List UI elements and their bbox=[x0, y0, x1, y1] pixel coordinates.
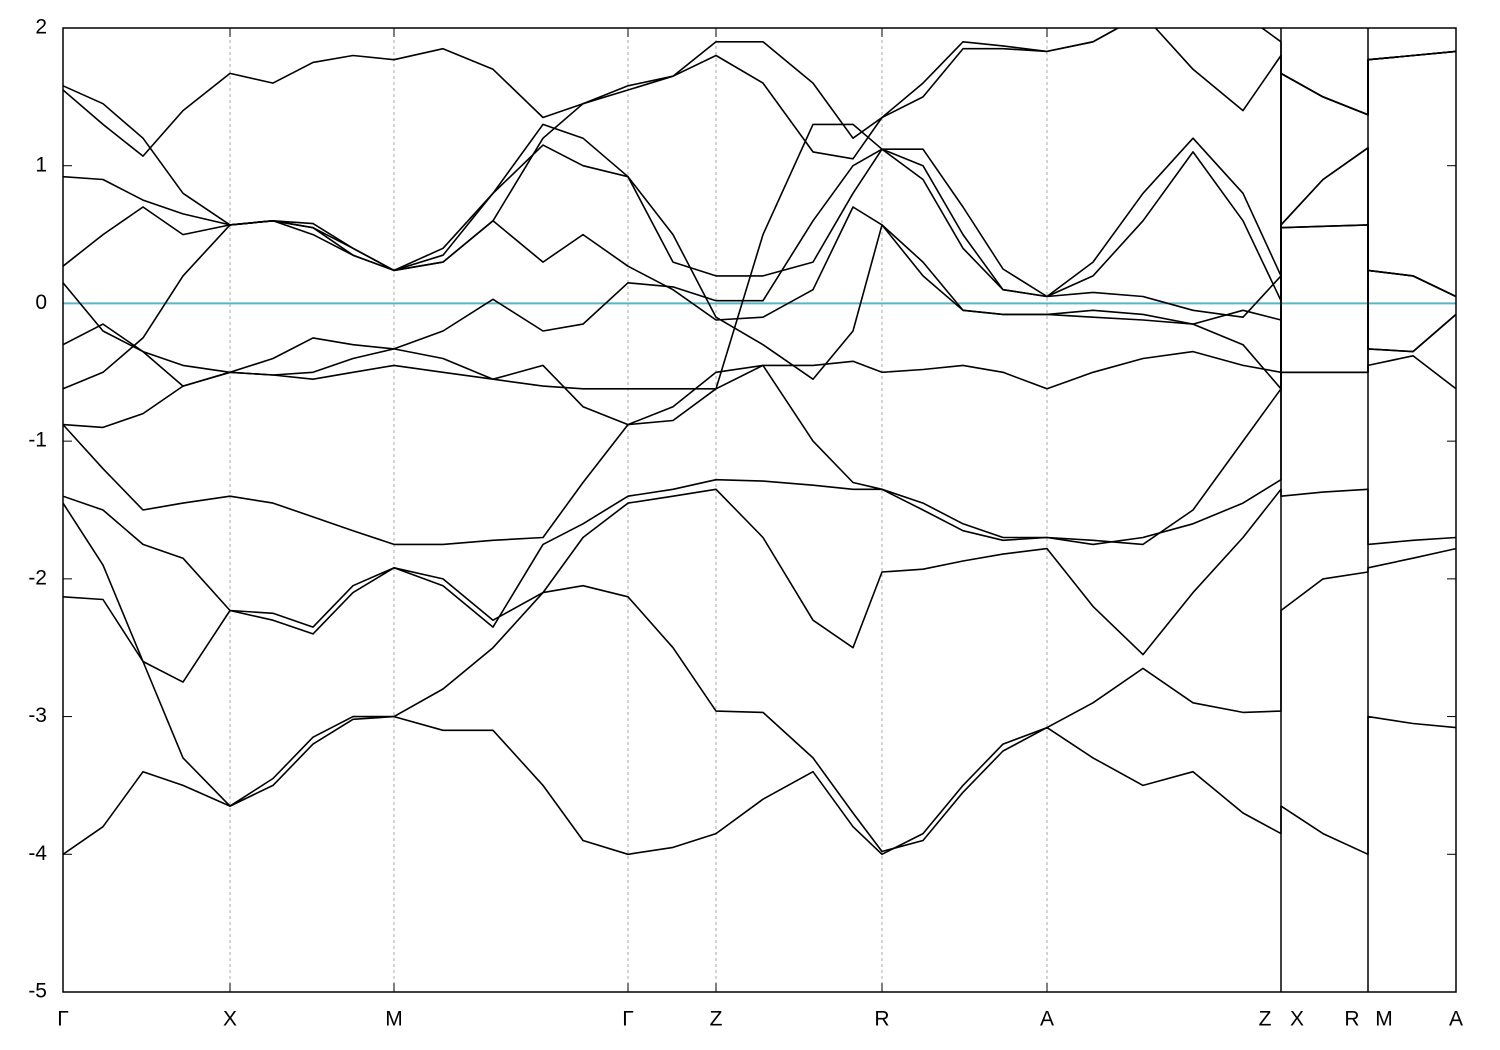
band-line bbox=[63, 28, 1456, 272]
band-line bbox=[63, 715, 1456, 856]
y-tick-label: -3 bbox=[28, 704, 47, 727]
y-tick-label: 2 bbox=[35, 16, 47, 39]
x-tick-label: R bbox=[874, 1008, 889, 1031]
y-tick-label: -5 bbox=[28, 980, 47, 1003]
x-tick-label: Z bbox=[710, 1008, 723, 1031]
x-tick-label: R bbox=[1344, 1008, 1359, 1031]
y-tick-label: -4 bbox=[28, 842, 47, 865]
y-tick-label: -2 bbox=[28, 566, 47, 589]
x-tick-label: X bbox=[223, 1008, 237, 1031]
band-line bbox=[63, 355, 1456, 628]
y-tick-label: 0 bbox=[35, 291, 47, 314]
band-line bbox=[63, 488, 1456, 683]
x-tick-label: Z bbox=[1259, 1008, 1272, 1031]
x-tick-label: X bbox=[1290, 1008, 1304, 1031]
band-line bbox=[63, 502, 1456, 853]
x-tick-label: M bbox=[1375, 1008, 1393, 1031]
x-tick-label: A bbox=[1040, 1008, 1054, 1031]
band-line bbox=[63, 137, 1456, 298]
y-tick-label: 1 bbox=[35, 153, 47, 176]
plot-frame bbox=[62, 27, 1457, 993]
x-tick-label: A bbox=[1449, 1008, 1463, 1031]
x-tick-label: Γ bbox=[622, 1008, 634, 1031]
x-tick-label: Γ bbox=[57, 1008, 69, 1031]
plot-area bbox=[63, 28, 1456, 856]
band-line bbox=[63, 206, 1456, 374]
x-tick-label: M bbox=[385, 1008, 403, 1031]
y-tick-label: -1 bbox=[28, 429, 47, 452]
